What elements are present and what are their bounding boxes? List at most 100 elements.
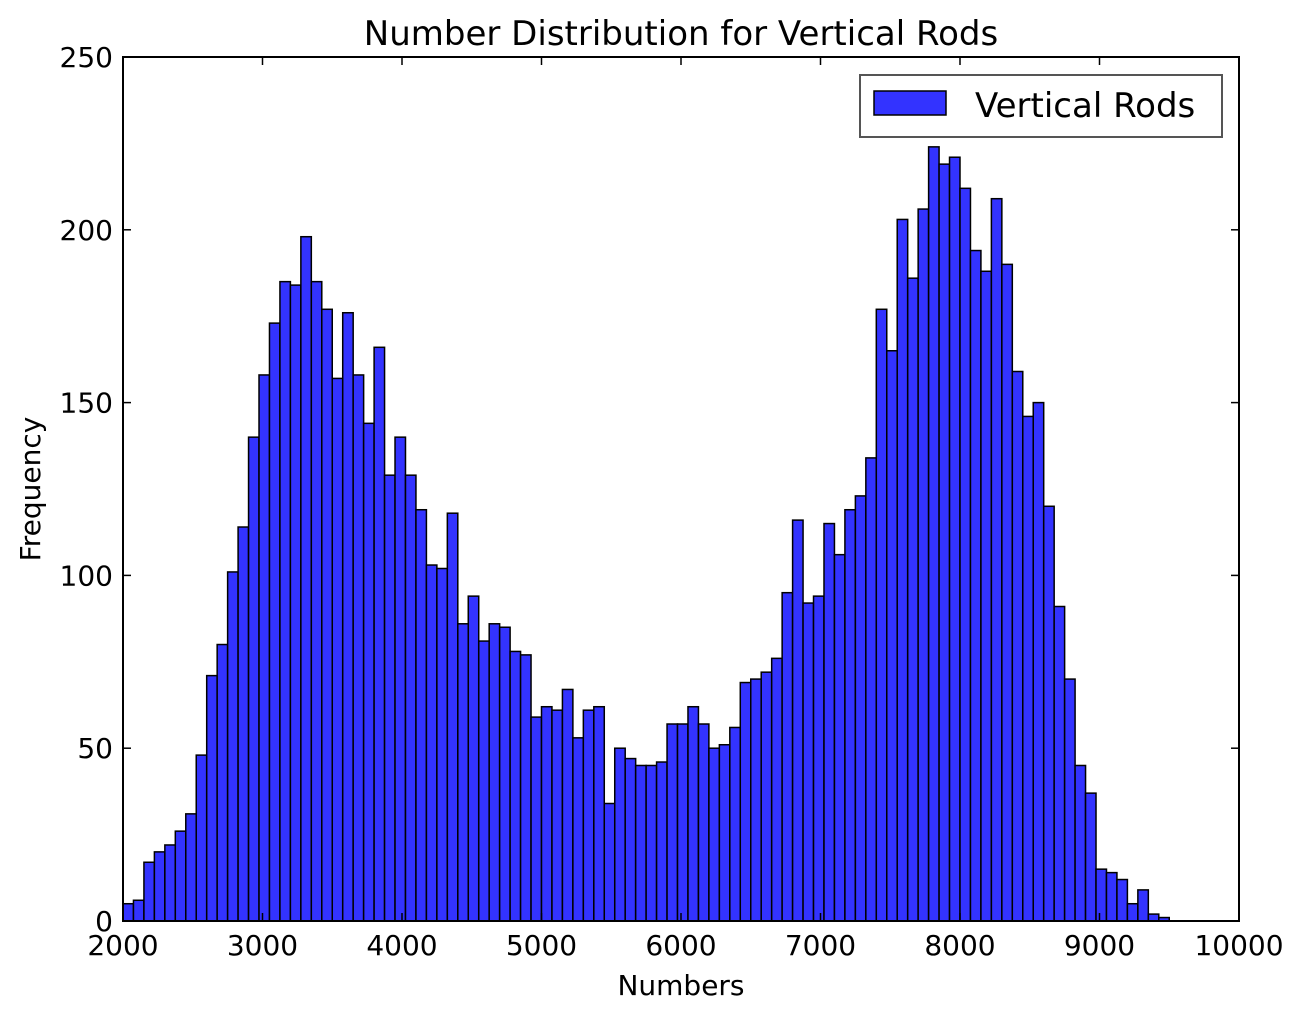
histogram-bar	[708, 747, 721, 922]
histogram-bar	[519, 654, 532, 922]
histogram-bar	[530, 716, 543, 922]
histogram-bar	[279, 280, 292, 922]
histogram-bar	[1137, 889, 1150, 922]
histogram-bar	[781, 591, 794, 922]
histogram-bar	[237, 526, 250, 922]
histogram-bar	[1074, 764, 1087, 922]
histogram-bar	[948, 156, 961, 922]
histogram-bar	[687, 705, 700, 922]
histogram-bar	[1095, 868, 1108, 922]
x-tick-label: 5000	[506, 929, 577, 962]
histogram-bar	[917, 208, 930, 922]
histogram-bar	[216, 643, 229, 922]
histogram-bar	[457, 623, 470, 922]
histogram-bar	[750, 678, 762, 922]
x-tick-label: 7000	[785, 929, 856, 962]
histogram-bar	[760, 671, 773, 922]
histogram-bar	[195, 754, 208, 922]
histogram-bar	[802, 602, 815, 922]
histogram-bar	[1063, 678, 1076, 922]
histogram-bar	[1022, 415, 1034, 922]
histogram-bar	[593, 705, 606, 922]
y-tick-label: 200	[60, 214, 113, 247]
histogram-bar	[990, 197, 1003, 922]
histogram-bar	[823, 522, 836, 922]
histogram-bar	[373, 346, 386, 922]
x-tick-label: 10000	[1194, 929, 1283, 962]
y-tick-label: 0	[95, 905, 113, 938]
histogram-bar	[770, 657, 783, 922]
histogram-bar	[143, 861, 156, 922]
x-axis-label: Numbers	[617, 969, 744, 1002]
ticks-layer: 2000 3000 4000 5000 6000 7000 8000 9000 10000 0 50…	[60, 41, 1284, 962]
histogram-bar	[1042, 505, 1055, 922]
histogram-bar	[205, 674, 218, 922]
y-tick-label: 250	[60, 41, 113, 74]
histogram-bar	[865, 457, 878, 922]
histogram-bar	[1053, 605, 1066, 922]
histogram-bar	[289, 284, 302, 922]
histogram-bar	[174, 830, 187, 922]
histogram-bar	[572, 737, 585, 922]
histogram-bar	[854, 495, 867, 922]
histogram-bar	[729, 726, 742, 922]
legend-label: Vertical Rods	[975, 86, 1195, 126]
histogram-bar	[132, 899, 145, 922]
histogram-bar	[258, 374, 271, 922]
histogram-bar	[886, 350, 898, 922]
histogram-bar	[477, 640, 490, 922]
histogram-bar	[362, 422, 375, 922]
histogram-bar	[415, 508, 428, 922]
y-tick-label: 150	[60, 387, 113, 420]
histogram-bar	[551, 709, 564, 922]
x-tick-label: 2000	[87, 929, 158, 962]
histogram-bar	[697, 723, 710, 922]
y-tick-label: 100	[60, 559, 113, 592]
histogram-bar	[791, 519, 804, 922]
histogram-bar	[896, 218, 909, 922]
y-axis-label: Frequency	[14, 417, 47, 562]
histogram-bar	[185, 813, 197, 922]
histogram-bar	[875, 308, 888, 922]
histogram-bar	[446, 512, 459, 922]
histogram-bar	[603, 802, 616, 922]
histogram-bar	[425, 564, 438, 922]
histogram-bar	[969, 249, 982, 922]
histogram-bar	[310, 280, 323, 922]
x-tick-label: 8000	[924, 929, 995, 962]
histogram-bar	[1105, 871, 1118, 922]
histogram-bar	[1011, 370, 1024, 922]
legend: Vertical Rods	[859, 74, 1223, 138]
histogram-bar	[927, 146, 940, 922]
histogram-bar	[394, 436, 407, 922]
histogram-bar	[247, 436, 260, 922]
histogram-bar	[582, 709, 595, 922]
histogram-bar	[812, 595, 825, 922]
histogram-bar	[1032, 401, 1045, 922]
histogram-bar	[509, 650, 522, 922]
histogram-bar	[1001, 263, 1014, 922]
histogram-bar	[164, 844, 177, 922]
histogram-bar	[718, 743, 731, 922]
histogram-bar	[321, 308, 334, 922]
histogram-bar	[352, 374, 365, 922]
histogram-bar	[122, 902, 135, 922]
histogram-bar	[959, 187, 972, 922]
legend-swatch	[873, 90, 947, 116]
histogram-bar	[1116, 878, 1129, 922]
histogram-bar	[331, 377, 344, 922]
histogram-bar	[341, 311, 354, 922]
histogram-bar	[226, 571, 239, 922]
histogram-bar	[906, 277, 919, 922]
x-tick-label: 6000	[645, 929, 716, 962]
histogram-bar	[739, 681, 752, 922]
histogram-bar	[488, 623, 501, 922]
histogram-bar	[404, 474, 417, 922]
histogram-bar	[467, 595, 480, 922]
histogram-bar	[624, 757, 637, 922]
histogram-bar	[153, 851, 166, 922]
histogram-bar	[300, 235, 313, 922]
histogram-bar	[561, 688, 574, 922]
